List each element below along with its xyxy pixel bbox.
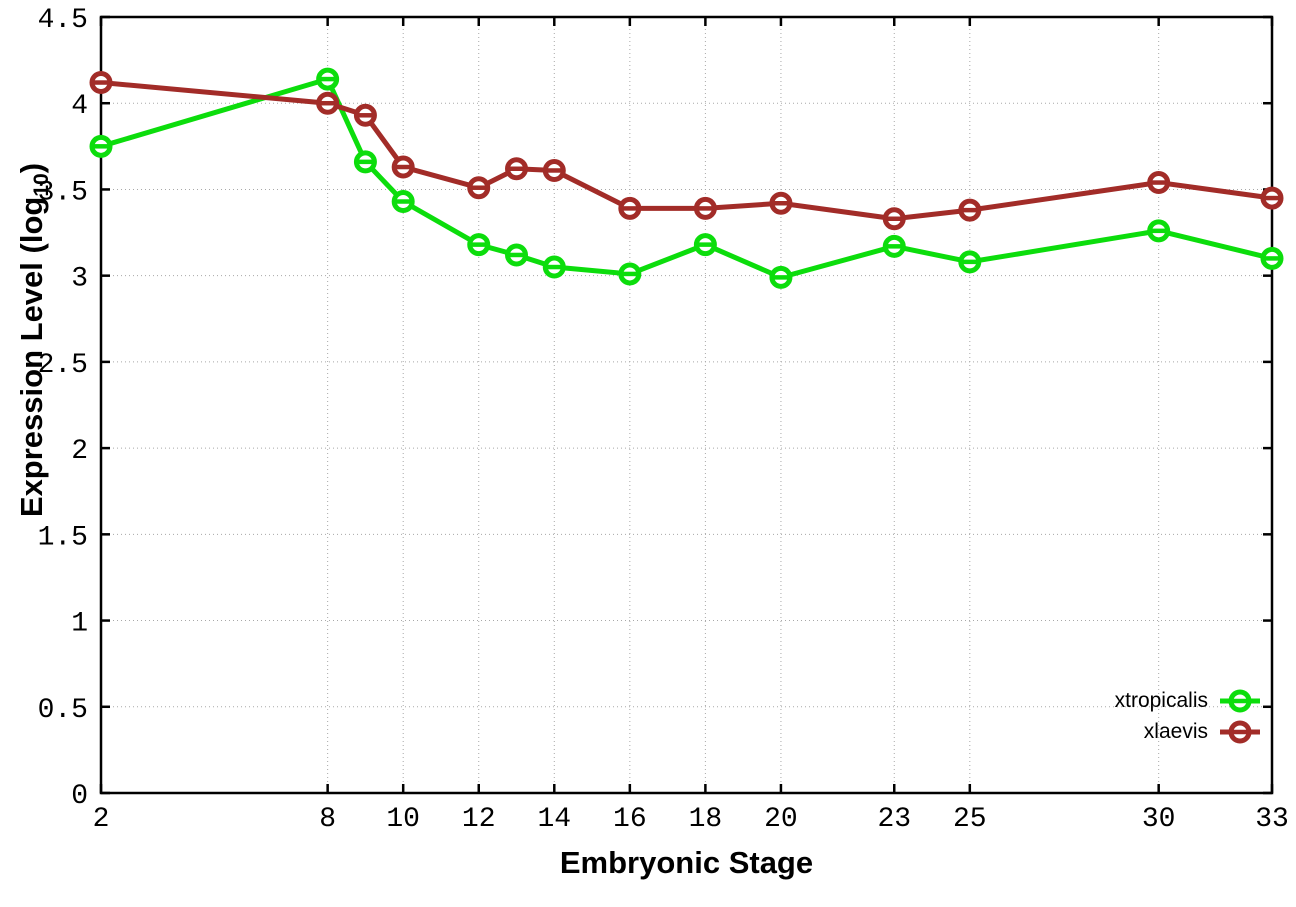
y-tick-label: 0	[71, 781, 88, 812]
x-tick-label: 2	[93, 804, 110, 835]
legend-item-xlaevis: xlaevis	[1115, 716, 1262, 747]
x-tick-label: 25	[953, 804, 987, 835]
y-axis-title-text: Expression Level (log	[14, 196, 49, 518]
x-tick-label: 14	[537, 804, 571, 835]
x-tick-label: 30	[1142, 804, 1176, 835]
x-axis-title: Embryonic Stage	[559, 845, 814, 880]
y-tick-label: 4	[71, 91, 88, 122]
x-tick-label: 20	[764, 804, 798, 835]
y-tick-label: 1	[71, 609, 88, 640]
x-tick-label: 10	[386, 804, 420, 835]
x-tick-label: 16	[613, 804, 647, 835]
legend-label-xlaevis: xlaevis	[1143, 720, 1208, 743]
legend: xtropicalis xlaevis	[1115, 685, 1262, 747]
y-tick-label: 3.5	[38, 177, 88, 208]
legend-marker-xlaevis	[1220, 720, 1260, 743]
x-tick-label: 12	[462, 804, 496, 835]
x-tick-label: 18	[689, 804, 723, 835]
y-tick-label: 2	[71, 436, 88, 467]
x-tick-label: 33	[1255, 804, 1289, 835]
plot-frame	[99, 15, 1274, 795]
legend-marker-xtropicalis	[1220, 689, 1260, 712]
y-axis-title-close: )	[14, 162, 49, 174]
y-tick-label: 3	[71, 264, 88, 295]
legend-label-xtropicalis: xtropicalis	[1114, 689, 1208, 712]
x-tick-label: 8	[319, 804, 336, 835]
y-tick-label: 2.5	[38, 350, 88, 381]
x-tick-label: 23	[877, 804, 911, 835]
y-axis-title: Expression Level (log10)	[14, 163, 54, 517]
series-xtropicalis-line	[100, 76, 1273, 281]
y-axis-title-subscript: 10	[29, 173, 53, 197]
y-tick-label: 1.5	[38, 522, 88, 553]
legend-item-xtropicalis: xtropicalis	[1115, 685, 1262, 716]
y-tick-label: 0.5	[38, 695, 88, 726]
y-tick-label: 4.5	[38, 5, 88, 36]
series-xlaevis-line	[100, 80, 1273, 222]
